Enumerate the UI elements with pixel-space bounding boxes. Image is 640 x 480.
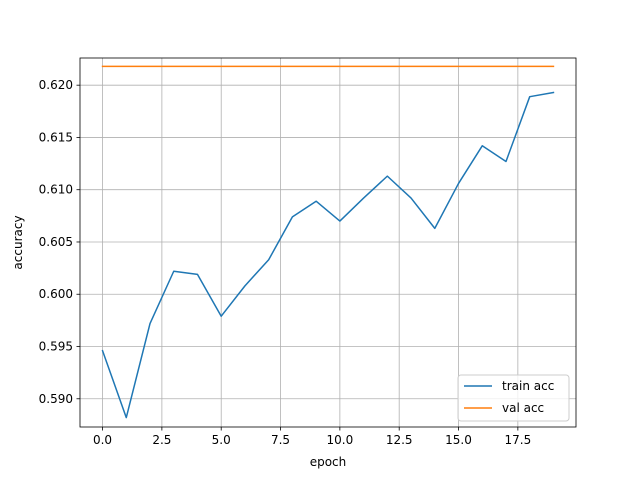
series-layer — [101, 65, 555, 419]
x-tick-label: 2.5 — [152, 433, 171, 447]
y-tick-label: 0.595 — [39, 340, 73, 354]
x-tick-label: 12.5 — [386, 433, 413, 447]
legend-label: val acc — [502, 401, 544, 415]
grid — [80, 58, 576, 427]
y-tick-label: 0.610 — [39, 183, 73, 197]
x-tick-label: 10.0 — [327, 433, 354, 447]
x-tick-label: 5.0 — [212, 433, 231, 447]
ticks: 0.0 2.5 5.0 7.5 10.0 12.5 15.0 17.5 0.590 0.595 0.… — [39, 78, 532, 447]
y-tick-label: 0.620 — [39, 78, 73, 92]
plot-frame — [79, 57, 577, 428]
legend-label: train acc — [502, 379, 554, 393]
y-axis-label: accuracy — [11, 215, 25, 269]
y-tick-label: 0.600 — [39, 287, 73, 301]
x-tick-label: 17.5 — [504, 433, 531, 447]
x-tick-label: 0.0 — [93, 433, 112, 447]
y-tick-label: 0.615 — [39, 130, 73, 144]
y-tick-label: 0.605 — [39, 235, 73, 249]
series-line-train-acc — [101, 91, 555, 419]
legend: train acc val acc — [457, 374, 570, 422]
x-axis-label: epoch — [310, 455, 347, 469]
x-tick-label: 7.5 — [271, 433, 290, 447]
y-tick-label: 0.590 — [39, 392, 73, 406]
x-tick-label: 15.0 — [445, 433, 472, 447]
